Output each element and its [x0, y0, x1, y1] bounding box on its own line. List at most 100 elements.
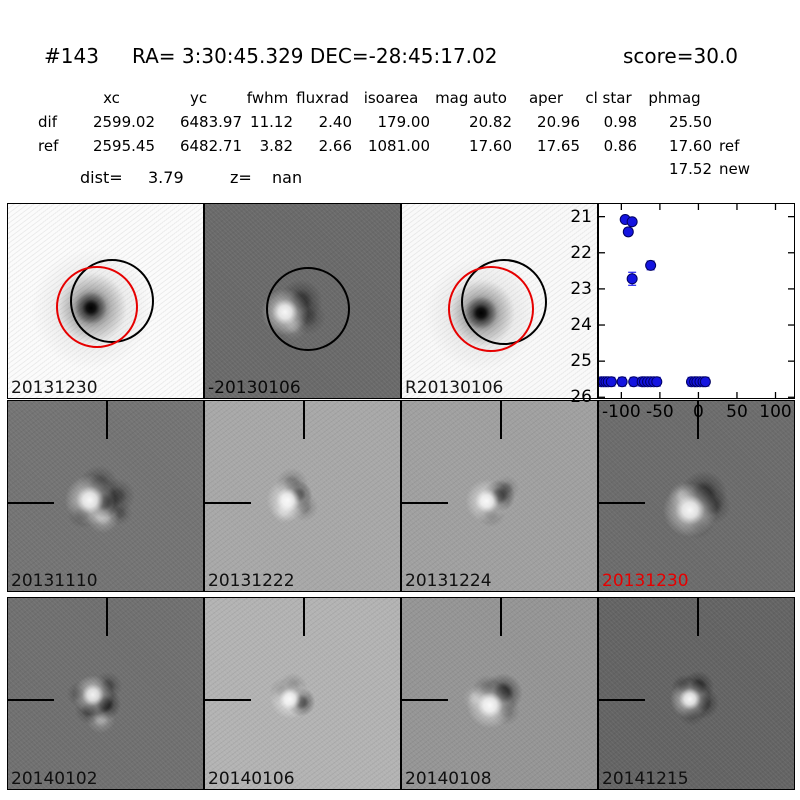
- stamp-image: [8, 598, 203, 789]
- lightcurve-svg: [595, 204, 794, 398]
- table-cell: 20.96: [537, 113, 580, 131]
- table-cell: 17.60: [469, 137, 512, 155]
- stamp-date-label: 20131222: [208, 571, 295, 591]
- x-tick-label: 50: [726, 402, 748, 422]
- table-cell: [712, 113, 775, 132]
- table-row: dif 2599.02 6483.97 11.12 2.40 179.00 20.82 20.…: [38, 113, 775, 132]
- table-header-cell: fluxrad: [296, 89, 349, 107]
- data-point: [626, 273, 638, 285]
- table-cell: 2595.45: [92, 137, 155, 155]
- stamp-date-label: -20130106: [208, 378, 301, 398]
- stamp-date-label: 20131224: [405, 571, 492, 591]
- aperture-circle-red: [56, 266, 138, 348]
- crosshair-tick-top: [697, 598, 699, 636]
- x-tick-label: 100: [759, 402, 792, 422]
- table-cell: ref: [38, 137, 59, 155]
- table-cell: new: [719, 160, 751, 178]
- data-point: [622, 226, 634, 238]
- table-cell: 6482.71: [179, 137, 242, 155]
- table-header-cell: phmag: [648, 89, 701, 107]
- y-tick-label: 25: [570, 351, 592, 372]
- table-cell: 17.60: [669, 137, 712, 155]
- stamp-20131230: 20131230: [7, 203, 204, 399]
- data-point: [605, 376, 617, 388]
- table-cell: 2599.02: [92, 113, 155, 131]
- data-point: [699, 376, 711, 388]
- table-header-cell: yc: [189, 89, 208, 107]
- table-cell: 2.66: [318, 137, 352, 155]
- table-cell: 17.65: [537, 137, 580, 155]
- table-header-cell: [712, 89, 775, 108]
- table-cell: dif: [38, 113, 57, 131]
- crosshair-tick-left: [402, 502, 448, 504]
- y-tick-label: 26: [570, 387, 592, 408]
- table-cell: [580, 160, 637, 179]
- stamp-image: [205, 401, 400, 591]
- crosshair-tick-left: [8, 699, 54, 701]
- crosshair-tick-left: [402, 699, 448, 701]
- table-header-cell: [38, 89, 68, 108]
- table-header-row: xc yc fwhm fluxrad isoarea mag auto aper cl sta…: [38, 89, 775, 108]
- crosshair-tick-left: [599, 699, 645, 701]
- stamp-image: [599, 598, 794, 789]
- crosshair-tick-left: [205, 699, 251, 701]
- crosshair-tick-top: [303, 401, 305, 439]
- x-tick-label: 0: [693, 402, 704, 422]
- crosshair-tick-left: [8, 502, 54, 504]
- table-cell: 20.82: [469, 113, 512, 131]
- stamp-20131110: 20131110: [7, 400, 204, 592]
- stamp-R20130106: R20130106: [401, 203, 598, 399]
- lightcurve-plot: [595, 203, 795, 399]
- table-cell: 6483.97: [179, 113, 242, 131]
- table-header-cell: aper: [528, 89, 564, 107]
- table-header-cell: xc: [103, 89, 120, 107]
- table-cell: 25.50: [669, 113, 712, 131]
- table-cell: [430, 160, 512, 179]
- stamp-20131224: 20131224: [401, 400, 598, 592]
- table-cell: 1081.00: [367, 137, 430, 155]
- stamp-date-label: R20130106: [405, 378, 504, 398]
- table-header-cell: cl star: [585, 89, 632, 107]
- z-label: z=: [230, 168, 252, 187]
- crosshair-tick-top: [500, 401, 502, 439]
- x-tick-label: -50: [645, 402, 674, 422]
- stamp-image: [402, 598, 597, 789]
- table-cell: [512, 160, 580, 179]
- stamp-image: [205, 598, 400, 789]
- stamp-date-label: 20141215: [602, 769, 689, 789]
- crosshair-tick-left: [205, 502, 251, 504]
- data-point: [626, 216, 638, 228]
- z-value: nan: [272, 168, 303, 187]
- table-row: 17.52 new: [38, 160, 775, 179]
- ra-dec-coordinates: RA= 3:30:45.329 DEC=-28:45:17.02: [132, 44, 498, 68]
- score-value: score=30.0: [623, 44, 739, 68]
- stamp-20140102: 20140102: [7, 597, 204, 790]
- table-cell: 179.00: [377, 113, 431, 131]
- stamp-date-label: 20131230: [11, 378, 98, 398]
- table-cell: 0.86: [603, 137, 637, 155]
- data-point: [645, 259, 657, 271]
- y-tick-label: 23: [570, 278, 592, 299]
- y-tick-label: 22: [570, 242, 592, 263]
- stamp-20140108: 20140108: [401, 597, 598, 790]
- table-header-cell: mag auto: [435, 89, 507, 107]
- header-title: #143 RA= 3:30:45.329 DEC=-28:45:17.02 sc…: [0, 44, 800, 70]
- crosshair-tick-top: [697, 401, 699, 439]
- stamp-date-label: 20140108: [405, 769, 492, 789]
- table-cell: 3.82: [259, 137, 293, 155]
- y-tick-label: 24: [570, 315, 592, 336]
- data-point: [616, 376, 628, 388]
- y-tick-label: 21: [570, 206, 592, 227]
- aperture-circle-red: [448, 266, 534, 352]
- table-header-cell: fwhm: [246, 89, 289, 107]
- stamp--20130106: -20130106: [204, 203, 401, 399]
- stamp-date-label: 20131230: [602, 571, 689, 591]
- aperture-circle-black: [266, 267, 350, 351]
- x-tick-label: -100: [602, 402, 641, 422]
- dist-label: dist=: [80, 168, 123, 187]
- stamp-20131230: 20131230: [598, 400, 795, 592]
- stamp-date-label: 20131110: [11, 571, 98, 591]
- table-cell: [38, 160, 68, 179]
- crosshair-tick-top: [106, 401, 108, 439]
